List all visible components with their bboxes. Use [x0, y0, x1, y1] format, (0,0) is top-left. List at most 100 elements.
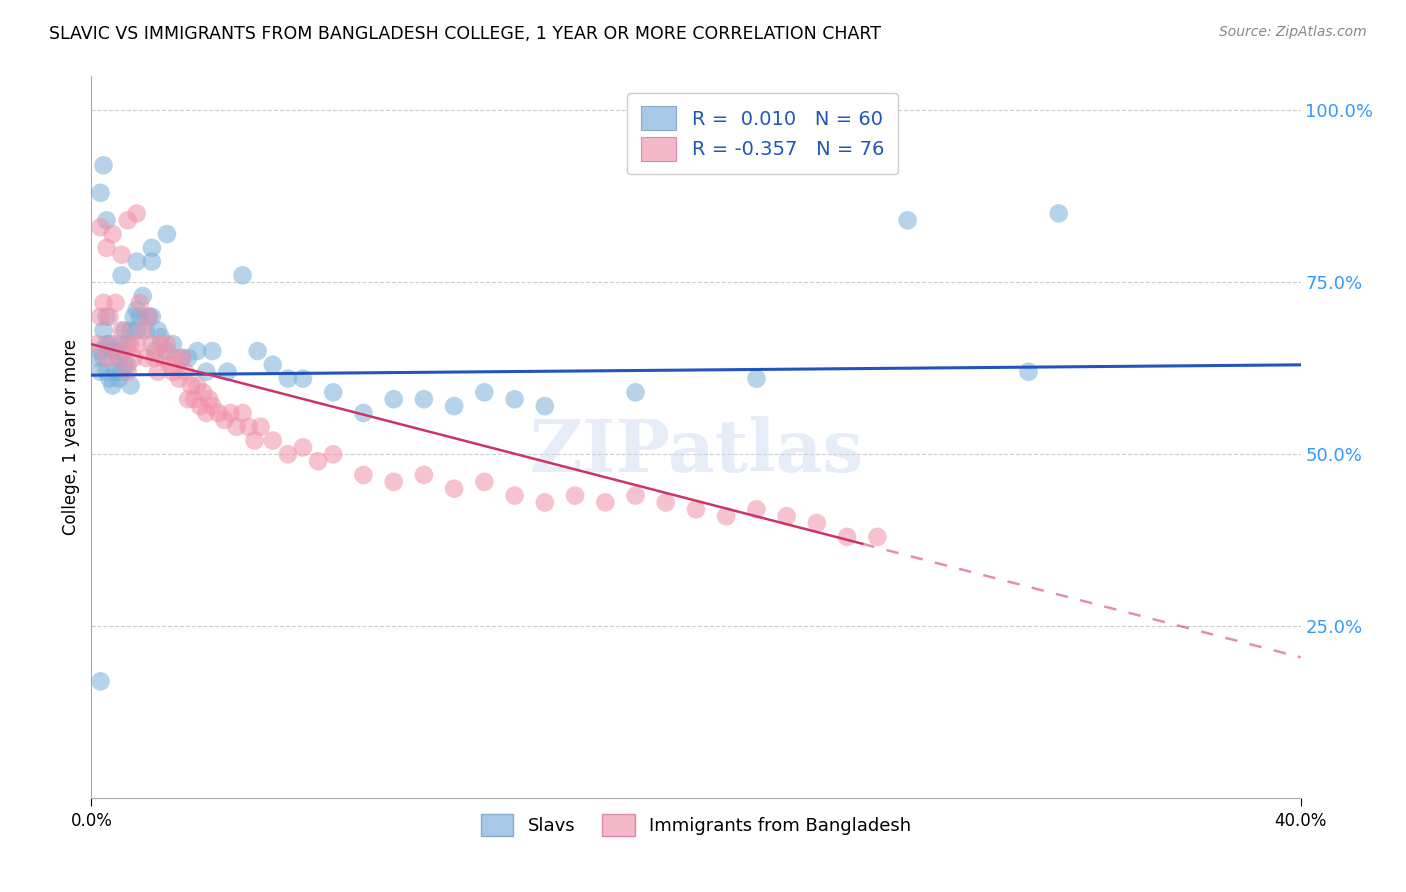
Point — [776, 509, 799, 524]
Point — [745, 502, 768, 516]
Point — [135, 351, 157, 365]
Point — [624, 385, 647, 400]
Point — [128, 296, 150, 310]
Point — [101, 337, 124, 351]
Point — [195, 406, 218, 420]
Point — [96, 337, 118, 351]
Point — [156, 227, 179, 241]
Point — [165, 351, 187, 365]
Point — [162, 365, 184, 379]
Point — [125, 254, 148, 268]
Point — [101, 227, 124, 241]
Point — [413, 392, 436, 407]
Point — [101, 344, 124, 359]
Point — [685, 502, 707, 516]
Point — [86, 337, 108, 351]
Point — [93, 351, 115, 365]
Point — [217, 365, 239, 379]
Point — [352, 406, 374, 420]
Point — [533, 495, 555, 509]
Point — [93, 296, 115, 310]
Point — [117, 337, 139, 351]
Point — [143, 344, 166, 359]
Point — [382, 392, 405, 407]
Point — [104, 296, 127, 310]
Point — [114, 358, 136, 372]
Point — [193, 385, 215, 400]
Point — [104, 365, 127, 379]
Point — [143, 351, 166, 365]
Point — [135, 323, 157, 337]
Point — [96, 310, 118, 324]
Point — [104, 344, 127, 359]
Point — [262, 358, 284, 372]
Point — [96, 241, 118, 255]
Point — [162, 337, 184, 351]
Point — [156, 344, 179, 359]
Point — [114, 344, 136, 359]
Point — [125, 323, 148, 337]
Point — [141, 337, 163, 351]
Point — [654, 495, 676, 509]
Point — [835, 530, 858, 544]
Point — [322, 385, 344, 400]
Point — [125, 337, 148, 351]
Point — [111, 365, 132, 379]
Point — [714, 509, 737, 524]
Point — [120, 337, 142, 351]
Point — [96, 365, 118, 379]
Point — [443, 482, 465, 496]
Point — [246, 344, 269, 359]
Point — [207, 406, 229, 420]
Point — [472, 385, 495, 400]
Point — [86, 351, 108, 365]
Point — [472, 475, 495, 489]
Point — [122, 351, 145, 365]
Point — [120, 323, 142, 337]
Point — [595, 495, 617, 509]
Point — [413, 467, 436, 482]
Point — [897, 213, 920, 227]
Point — [238, 419, 260, 434]
Y-axis label: College, 1 year or more: College, 1 year or more — [62, 339, 80, 535]
Point — [111, 248, 132, 262]
Point — [231, 406, 253, 420]
Point — [138, 310, 160, 324]
Point — [195, 365, 218, 379]
Point — [177, 392, 200, 407]
Point — [156, 337, 179, 351]
Point — [866, 530, 889, 544]
Point — [188, 399, 211, 413]
Point — [443, 399, 465, 413]
Text: SLAVIC VS IMMIGRANTS FROM BANGLADESH COLLEGE, 1 YEAR OR MORE CORRELATION CHART: SLAVIC VS IMMIGRANTS FROM BANGLADESH COL… — [49, 25, 882, 43]
Point — [564, 489, 586, 503]
Point — [125, 206, 148, 220]
Point — [806, 516, 828, 530]
Point — [89, 220, 111, 235]
Point — [186, 344, 208, 359]
Point — [111, 323, 132, 337]
Point — [624, 489, 647, 503]
Point — [159, 358, 181, 372]
Point — [225, 419, 247, 434]
Point — [98, 310, 121, 324]
Point — [201, 344, 224, 359]
Point — [219, 406, 242, 420]
Point — [153, 351, 176, 365]
Point — [122, 310, 145, 324]
Point — [117, 213, 139, 227]
Point — [141, 254, 163, 268]
Point — [111, 268, 132, 283]
Point — [117, 358, 139, 372]
Point — [125, 302, 148, 317]
Point — [186, 378, 208, 392]
Point — [249, 419, 271, 434]
Point — [107, 371, 129, 385]
Point — [111, 337, 132, 351]
Point — [277, 447, 299, 461]
Point — [172, 351, 194, 365]
Point — [132, 323, 155, 337]
Point — [117, 365, 139, 379]
Point — [101, 378, 124, 392]
Text: Source: ZipAtlas.com: Source: ZipAtlas.com — [1219, 25, 1367, 39]
